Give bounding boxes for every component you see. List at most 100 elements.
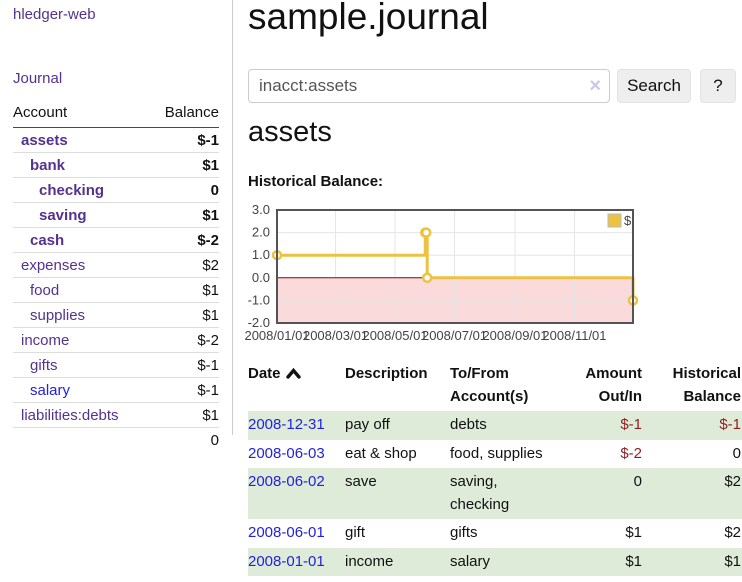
account-link-supplies[interactable]: supplies <box>30 306 86 324</box>
transaction-amount: $-2 <box>620 444 642 462</box>
svg-text:-2.0: -2.0 <box>248 315 270 330</box>
account-row: food $1 <box>13 278 219 303</box>
account-row: expenses $2 <box>13 253 219 278</box>
account-link-gifts[interactable]: gifts <box>30 356 58 374</box>
app-title-link[interactable]: hledger-web <box>13 6 96 23</box>
account-row: assets $-1 <box>13 128 219 153</box>
account-link-food[interactable]: food <box>30 281 60 299</box>
sidebar-item-journal[interactable]: Journal <box>13 70 63 87</box>
search-form: × Search ? <box>248 69 742 103</box>
svg-text:2008/05/01: 2008/05/01 <box>362 328 427 343</box>
transaction-description: save <box>345 473 377 490</box>
account-link-income[interactable]: income <box>21 331 70 349</box>
svg-text:2008/01/01: 2008/01/01 <box>244 328 309 343</box>
transaction-accounts: gifts <box>450 524 478 541</box>
account-balance: $1 <box>202 206 219 224</box>
svg-text:0.0: 0.0 <box>252 270 270 285</box>
account-row: salary $-1 <box>13 378 219 403</box>
accounts-tree: Account Balance assets $-1 bank $1 check… <box>13 101 219 453</box>
account-balance: 0 <box>210 181 219 199</box>
transaction-date-link[interactable]: 2008-12-31 <box>248 416 325 433</box>
sidebar: hledger-web Journal Account Balance asse… <box>0 0 233 449</box>
svg-text:2008/09/01: 2008/09/01 <box>482 328 547 343</box>
accounts-col-balance: Balance <box>164 104 219 121</box>
transaction-description: pay off <box>345 416 390 433</box>
register-row: 2008-01-01 income salary $1 $1 <box>248 547 742 576</box>
transaction-date-link[interactable]: 2008-06-03 <box>248 444 325 462</box>
svg-text:2008/11/01: 2008/11/01 <box>542 328 606 343</box>
register-row: 2008-06-03 eat & shop food, supplies $-2… <box>248 440 742 469</box>
svg-text:-1.0: -1.0 <box>248 292 270 307</box>
account-row: gifts $-1 <box>13 353 219 378</box>
transaction-balance: $-1 <box>719 416 741 433</box>
svg-text:2008/03/01: 2008/03/01 <box>303 328 368 343</box>
account-row: saving $1 <box>13 203 219 228</box>
account-balance: $1 <box>202 281 219 299</box>
column-header-tofrom: To/From Account(s) <box>450 365 529 405</box>
accounts-header: Account Balance <box>13 101 219 128</box>
search-input[interactable] <box>248 69 610 103</box>
account-heading: assets <box>248 116 332 148</box>
account-balance: $-1 <box>197 381 219 399</box>
account-row: supplies $1 <box>13 303 219 328</box>
register-row: 2008-12-31 pay off debts $-1 $-1 <box>248 411 742 440</box>
transaction-accounts: debts <box>450 416 487 433</box>
account-balance: $1 <box>202 406 219 424</box>
register-row: 2008-06-01 gift gifts $1 $2 <box>248 519 742 548</box>
column-header-historical: Historical Balance <box>672 365 741 405</box>
main-content: sample.journal × Search ? assets Histori… <box>244 0 742 582</box>
transaction-amount: $1 <box>625 524 642 541</box>
transaction-description: income <box>345 552 394 570</box>
search-box: × <box>248 69 610 103</box>
column-header-amount: Amount Out/In <box>585 365 642 405</box>
help-button[interactable]: ? <box>700 69 736 103</box>
transaction-description: gift <box>345 524 366 541</box>
account-link-expenses[interactable]: expenses <box>21 256 86 274</box>
account-link-cash[interactable]: cash <box>30 231 65 249</box>
clear-search-icon[interactable]: × <box>589 75 601 97</box>
svg-text:3.0: 3.0 <box>252 202 270 217</box>
account-balance: $-2 <box>197 331 219 349</box>
transaction-date-link[interactable]: 2008-06-02 <box>248 473 325 490</box>
account-link-checking[interactable]: checking <box>39 181 105 199</box>
svg-text:1.0: 1.0 <box>252 247 270 262</box>
transaction-accounts: food, supplies <box>450 444 543 462</box>
account-link-saving[interactable]: saving <box>39 206 87 224</box>
sort-ascending-icon <box>285 364 301 387</box>
accounts-col-account: Account <box>13 104 68 121</box>
account-row: bank $1 <box>13 153 219 178</box>
column-header-date[interactable]: Date <box>248 360 345 411</box>
account-balance: $-1 <box>197 131 219 149</box>
transaction-balance: $2 <box>724 524 741 541</box>
search-button[interactable]: Search <box>617 69 691 103</box>
account-row: checking 0 <box>13 178 219 203</box>
account-link-liabilities-debts[interactable]: liabilities:debts <box>21 406 119 424</box>
chart-title: Historical Balance: <box>248 173 384 190</box>
transaction-amount: $1 <box>625 552 642 570</box>
transaction-date-link[interactable]: 2008-01-01 <box>248 552 325 570</box>
accounts-total: 0 <box>210 432 219 449</box>
account-link-bank[interactable]: bank <box>30 156 66 174</box>
svg-text:2.0: 2.0 <box>252 225 270 240</box>
register-row: 2008-06-02 save saving, checking 0 $2 <box>248 468 742 519</box>
transaction-date-link[interactable]: 2008-06-01 <box>248 524 325 541</box>
transaction-accounts: saving, checking <box>450 473 510 513</box>
register-header-row: Date Description To/From Account(s) Amou… <box>248 360 742 411</box>
transaction-balance: $1 <box>724 552 741 570</box>
account-balance: $-1 <box>197 356 219 374</box>
account-link-salary[interactable]: salary <box>30 381 71 399</box>
balance-chart[interactable]: $3.0 2.0 1.0 0.0 -1.0 -2.0 2008/01/01 2008/03/0… <box>244 200 742 350</box>
account-link-assets[interactable]: assets <box>21 131 68 149</box>
svg-text:$: $ <box>624 213 632 228</box>
transaction-description: eat & shop <box>345 444 417 462</box>
transaction-balance: $2 <box>724 473 741 490</box>
transaction-amount: 0 <box>633 473 642 490</box>
page-title: sample.journal <box>248 0 489 37</box>
account-row: income $-2 <box>13 328 219 353</box>
register-table: Date Description To/From Account(s) Amou… <box>248 360 742 576</box>
account-row: liabilities:debts $1 <box>13 403 219 428</box>
account-balance: $1 <box>202 306 219 324</box>
transaction-amount: $-1 <box>620 416 642 433</box>
svg-text:2008/07/01: 2008/07/01 <box>422 328 487 343</box>
transaction-accounts: salary <box>450 552 491 570</box>
